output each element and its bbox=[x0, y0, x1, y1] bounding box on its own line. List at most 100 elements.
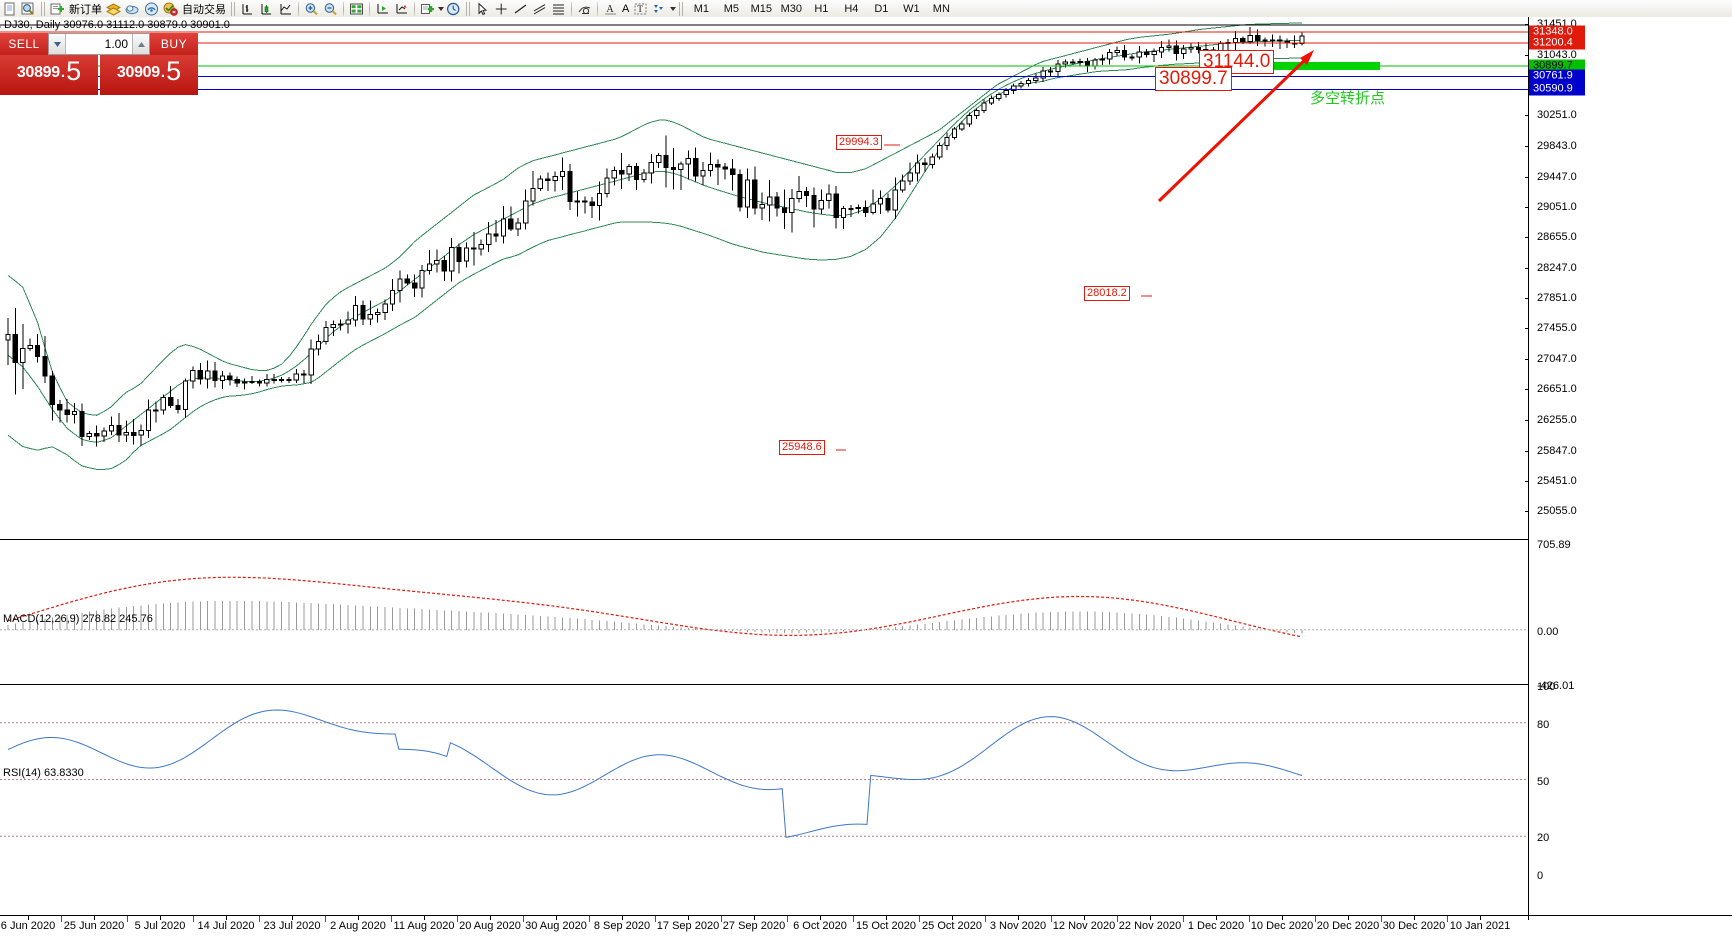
cursor-arrow-icon[interactable] bbox=[575, 1, 594, 17]
timeframe-mn[interactable]: MN bbox=[932, 2, 950, 15]
price-tag[interactable]: 31348.0 bbox=[1529, 25, 1585, 39]
period-clock-icon[interactable] bbox=[444, 1, 463, 17]
rsi-pane[interactable] bbox=[0, 684, 1528, 874]
date-axis-label: 22 Nov 2020 bbox=[1118, 920, 1182, 932]
timeframe-d1[interactable]: D1 bbox=[874, 2, 889, 15]
toolbar-separator-3 bbox=[369, 1, 370, 16]
auto-trading-icon[interactable] bbox=[161, 1, 180, 17]
price-axis-tick bbox=[1525, 115, 1529, 117]
price-axis-label: 27455.0 bbox=[1537, 322, 1577, 335]
text-label-icon[interactable]: A bbox=[601, 1, 620, 17]
channel-icon[interactable] bbox=[530, 1, 549, 17]
price-axis-tick bbox=[1525, 176, 1529, 178]
price-tag[interactable]: 31200.4 bbox=[1529, 36, 1585, 50]
fibonacci-icon[interactable] bbox=[549, 1, 568, 17]
price-pane[interactable] bbox=[0, 20, 1528, 537]
date-axis-separator bbox=[919, 916, 920, 922]
chinese-annotation-note[interactable]: 多空转折点 bbox=[1310, 89, 1386, 107]
objects-dropdown-caret[interactable] bbox=[670, 6, 677, 11]
annotation-30899[interactable]: 30899.7 bbox=[1155, 67, 1232, 91]
macd-pane[interactable] bbox=[0, 539, 1528, 684]
price-axis-tick bbox=[1525, 419, 1529, 421]
date-axis-tick bbox=[886, 916, 887, 920]
date-axis-tick bbox=[688, 916, 689, 920]
toolbar-grip-3[interactable] bbox=[466, 1, 470, 16]
price-axis-tick bbox=[1525, 480, 1529, 482]
chart-area[interactable]: DJ30, Daily 30976.0 31112.0 30879.0 3090… bbox=[0, 17, 1732, 940]
chart-search-icon[interactable] bbox=[19, 1, 38, 17]
text-tool-label[interactable]: A bbox=[622, 2, 630, 15]
new-chart-icon[interactable] bbox=[0, 1, 19, 17]
svg-text:A: A bbox=[606, 4, 614, 15]
date-axis-tick bbox=[358, 916, 359, 920]
zoom-out-icon[interactable] bbox=[321, 1, 340, 17]
price-axis-tick bbox=[1525, 510, 1529, 512]
timeframe-w1[interactable]: W1 bbox=[903, 2, 920, 15]
line-chart-icon[interactable] bbox=[276, 1, 295, 17]
auto-scroll-icon[interactable] bbox=[392, 1, 411, 17]
collapse-triangle-icon[interactable] bbox=[0, 23, 1, 31]
rsi-chart-svg bbox=[0, 709, 1528, 838]
cursor-icon[interactable] bbox=[473, 1, 492, 17]
text-box-icon[interactable]: T bbox=[631, 1, 650, 17]
annotation-28018[interactable]: 28018.2 bbox=[1084, 286, 1130, 301]
one-click-trading-panel[interactable]: SELL 1.00 BUY 30899 . 5 30909 . 5 bbox=[0, 33, 198, 95]
timeframe-m15[interactable]: M15 bbox=[750, 2, 773, 15]
sell-price-integer: 30899 bbox=[16, 64, 60, 81]
chart-shift-icon[interactable] bbox=[373, 1, 392, 17]
price-tag[interactable]: 30761.9 bbox=[1529, 69, 1585, 83]
timeframe-h1[interactable]: H1 bbox=[814, 2, 829, 15]
macd-chart-svg bbox=[0, 576, 1528, 638]
auto-trading-label[interactable]: 自动交易 bbox=[182, 3, 226, 16]
crosshair-icon[interactable] bbox=[492, 1, 511, 17]
objects-list-icon[interactable] bbox=[650, 1, 669, 17]
signal-icon[interactable] bbox=[142, 1, 161, 17]
cloud-icon[interactable] bbox=[123, 1, 142, 17]
date-axis-tick bbox=[1150, 916, 1151, 920]
volume-decrement-icon[interactable] bbox=[49, 34, 66, 54]
timeframe-m30[interactable]: M30 bbox=[780, 2, 803, 15]
candlestick-chart-icon[interactable] bbox=[257, 1, 276, 17]
trendline-icon[interactable] bbox=[511, 1, 530, 17]
buy-price[interactable]: 30909 . 5 bbox=[100, 55, 198, 95]
toolbar-grip-2[interactable] bbox=[231, 1, 235, 16]
date-axis-label: 17 Sep 2020 bbox=[656, 920, 720, 932]
volume-value[interactable]: 1.00 bbox=[104, 37, 128, 51]
price-axis-label: 29447.0 bbox=[1537, 170, 1577, 183]
date-axis-tick bbox=[622, 916, 623, 920]
indicator-dropdown-caret[interactable] bbox=[438, 6, 444, 11]
date-axis-separator bbox=[787, 916, 788, 922]
toolbar-grip-4[interactable] bbox=[679, 1, 684, 16]
toolbar-grip[interactable] bbox=[41, 1, 45, 16]
new-order-icon[interactable] bbox=[48, 1, 67, 17]
timeframe-m1[interactable]: M1 bbox=[693, 2, 709, 15]
tile-windows-icon[interactable] bbox=[347, 1, 366, 17]
buy-button[interactable]: BUY bbox=[150, 33, 198, 55]
volume-increment-icon[interactable] bbox=[132, 34, 149, 54]
sell-price[interactable]: 30899 . 5 bbox=[0, 55, 98, 95]
timeframe-h4[interactable]: H4 bbox=[844, 2, 859, 15]
annotation-29994[interactable]: 29994.3 bbox=[836, 135, 882, 150]
date-axis-tick bbox=[1084, 916, 1085, 920]
date-axis[interactable]: 6 Jun 2020 25 Jun 2020 5 Jul 2020 14 Jul 20… bbox=[0, 915, 1732, 941]
price-axis[interactable]: 31451.0 31043.0 30251.0 29843.0 29447.0 29051… bbox=[1525, 17, 1732, 920]
zoom-in-icon[interactable] bbox=[302, 1, 321, 17]
price-tag[interactable]: 30590.9 bbox=[1529, 82, 1585, 96]
date-axis-separator bbox=[61, 916, 62, 922]
price-axis-tick bbox=[1525, 267, 1529, 269]
date-axis-separator bbox=[721, 916, 722, 922]
timeframe-m5[interactable]: M5 bbox=[723, 2, 739, 15]
bar-chart-icon[interactable] bbox=[238, 1, 257, 17]
price-tag[interactable]: 30899.7 bbox=[1529, 59, 1585, 73]
volume-stepper[interactable]: 1.00 bbox=[48, 33, 150, 55]
add-indicator-icon[interactable] bbox=[418, 1, 437, 17]
sell-price-fraction: 5 bbox=[66, 56, 82, 86]
layers-icon[interactable] bbox=[104, 1, 123, 17]
sell-button[interactable]: SELL bbox=[0, 33, 48, 55]
horizontal-scrollbar[interactable] bbox=[0, 937, 1732, 940]
annotation-25948[interactable]: 25948.6 bbox=[779, 440, 825, 455]
price-axis-label: 29051.0 bbox=[1537, 200, 1577, 213]
new-order-label[interactable]: 新订单 bbox=[69, 3, 102, 16]
price-axis-tick bbox=[1525, 298, 1529, 300]
macd-axis-label: 705.89 bbox=[1537, 539, 1571, 551]
